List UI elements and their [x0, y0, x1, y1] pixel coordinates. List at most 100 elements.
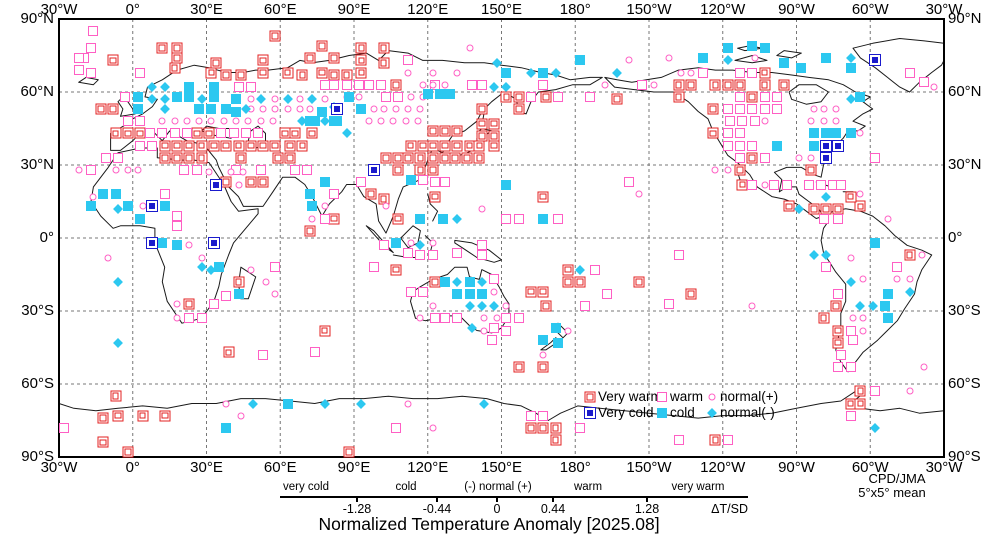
point-w	[735, 91, 745, 102]
point-np	[751, 54, 759, 62]
point-vw	[673, 91, 684, 103]
point-vw	[537, 422, 549, 434]
point-np	[920, 363, 928, 371]
point-vw	[673, 79, 684, 91]
point-w	[848, 335, 858, 346]
point-c	[319, 177, 330, 187]
lon-label-bottom: 60°E	[263, 459, 297, 476]
point-w	[113, 152, 123, 163]
point-w	[833, 213, 844, 224]
point-w	[735, 104, 745, 114]
point-vw	[746, 152, 758, 164]
point-c	[440, 276, 450, 287]
point-w	[580, 301, 591, 312]
scale-tick-value: 0	[493, 502, 501, 516]
point-w	[870, 386, 881, 397]
point-c	[779, 57, 790, 68]
point-nm	[904, 286, 915, 297]
point-nm	[489, 301, 500, 312]
point-vw	[709, 79, 721, 91]
point-np	[884, 215, 891, 222]
point-np	[365, 117, 373, 125]
lon-label-top: 150°E	[480, 1, 523, 18]
point-vw	[97, 412, 109, 424]
point-w	[501, 313, 512, 324]
point-vw	[759, 79, 770, 91]
point-w	[538, 79, 549, 90]
point-np	[296, 95, 304, 103]
point-np	[429, 424, 437, 432]
point-w	[673, 250, 684, 260]
point-c	[206, 104, 217, 114]
point-np	[171, 117, 178, 125]
point-vw	[854, 200, 866, 212]
point-c	[845, 128, 856, 139]
point-vw	[245, 140, 257, 151]
scale-category-label: warm	[573, 481, 603, 493]
point-nm	[526, 67, 536, 78]
point-vw	[746, 91, 758, 103]
point-vw	[574, 276, 586, 288]
point-nm	[282, 94, 293, 105]
point-w	[749, 116, 760, 127]
point-np	[711, 166, 719, 174]
point-vw	[159, 152, 171, 164]
point-w	[489, 323, 500, 333]
point-vw	[220, 176, 232, 188]
point-vc	[146, 236, 159, 249]
point-vw	[378, 57, 389, 69]
point-vw	[709, 434, 721, 446]
point-w	[845, 362, 856, 372]
point-np	[306, 105, 314, 113]
point-np	[139, 202, 147, 210]
point-vw	[513, 91, 525, 103]
coastline	[788, 84, 829, 105]
point-c	[390, 237, 401, 248]
point-nm	[575, 264, 586, 275]
point-vw	[392, 164, 404, 176]
point-np	[402, 117, 410, 125]
point-c	[135, 213, 146, 224]
point-np	[75, 166, 83, 174]
point-np	[89, 193, 97, 201]
point-c	[464, 276, 475, 287]
point-vw	[537, 191, 549, 203]
point-vw	[196, 140, 208, 151]
point-w	[673, 435, 684, 445]
lon-label-bottom: 90°W	[778, 459, 815, 476]
point-w	[833, 289, 844, 299]
point-vw	[611, 93, 623, 105]
point-c	[747, 40, 758, 51]
point-np	[687, 69, 695, 76]
point-w	[759, 152, 770, 163]
point-vw	[205, 67, 217, 78]
point-c	[880, 301, 890, 312]
point-nm	[821, 191, 831, 202]
point-vw	[110, 390, 121, 402]
point-c	[550, 323, 561, 333]
point-nm	[467, 323, 477, 333]
point-vw	[429, 191, 441, 203]
point-c	[830, 128, 841, 139]
point-vw	[355, 42, 367, 54]
point-w	[427, 250, 438, 260]
point-vw	[257, 176, 269, 188]
legend-symbol-w	[657, 392, 667, 402]
lon-label-bottom: 0°	[125, 459, 140, 476]
point-vw	[818, 312, 829, 324]
point-c	[184, 91, 195, 102]
point-w	[135, 116, 146, 127]
point-np	[820, 105, 827, 113]
coastline	[427, 193, 439, 222]
point-w	[403, 55, 414, 66]
point-vw	[110, 127, 121, 139]
point-vw	[759, 67, 770, 78]
point-vw	[722, 79, 734, 91]
point-w	[513, 213, 524, 224]
point-vw	[196, 152, 208, 164]
point-w	[553, 91, 563, 102]
point-w	[309, 347, 320, 358]
point-w	[302, 164, 313, 175]
point-w	[781, 179, 792, 190]
